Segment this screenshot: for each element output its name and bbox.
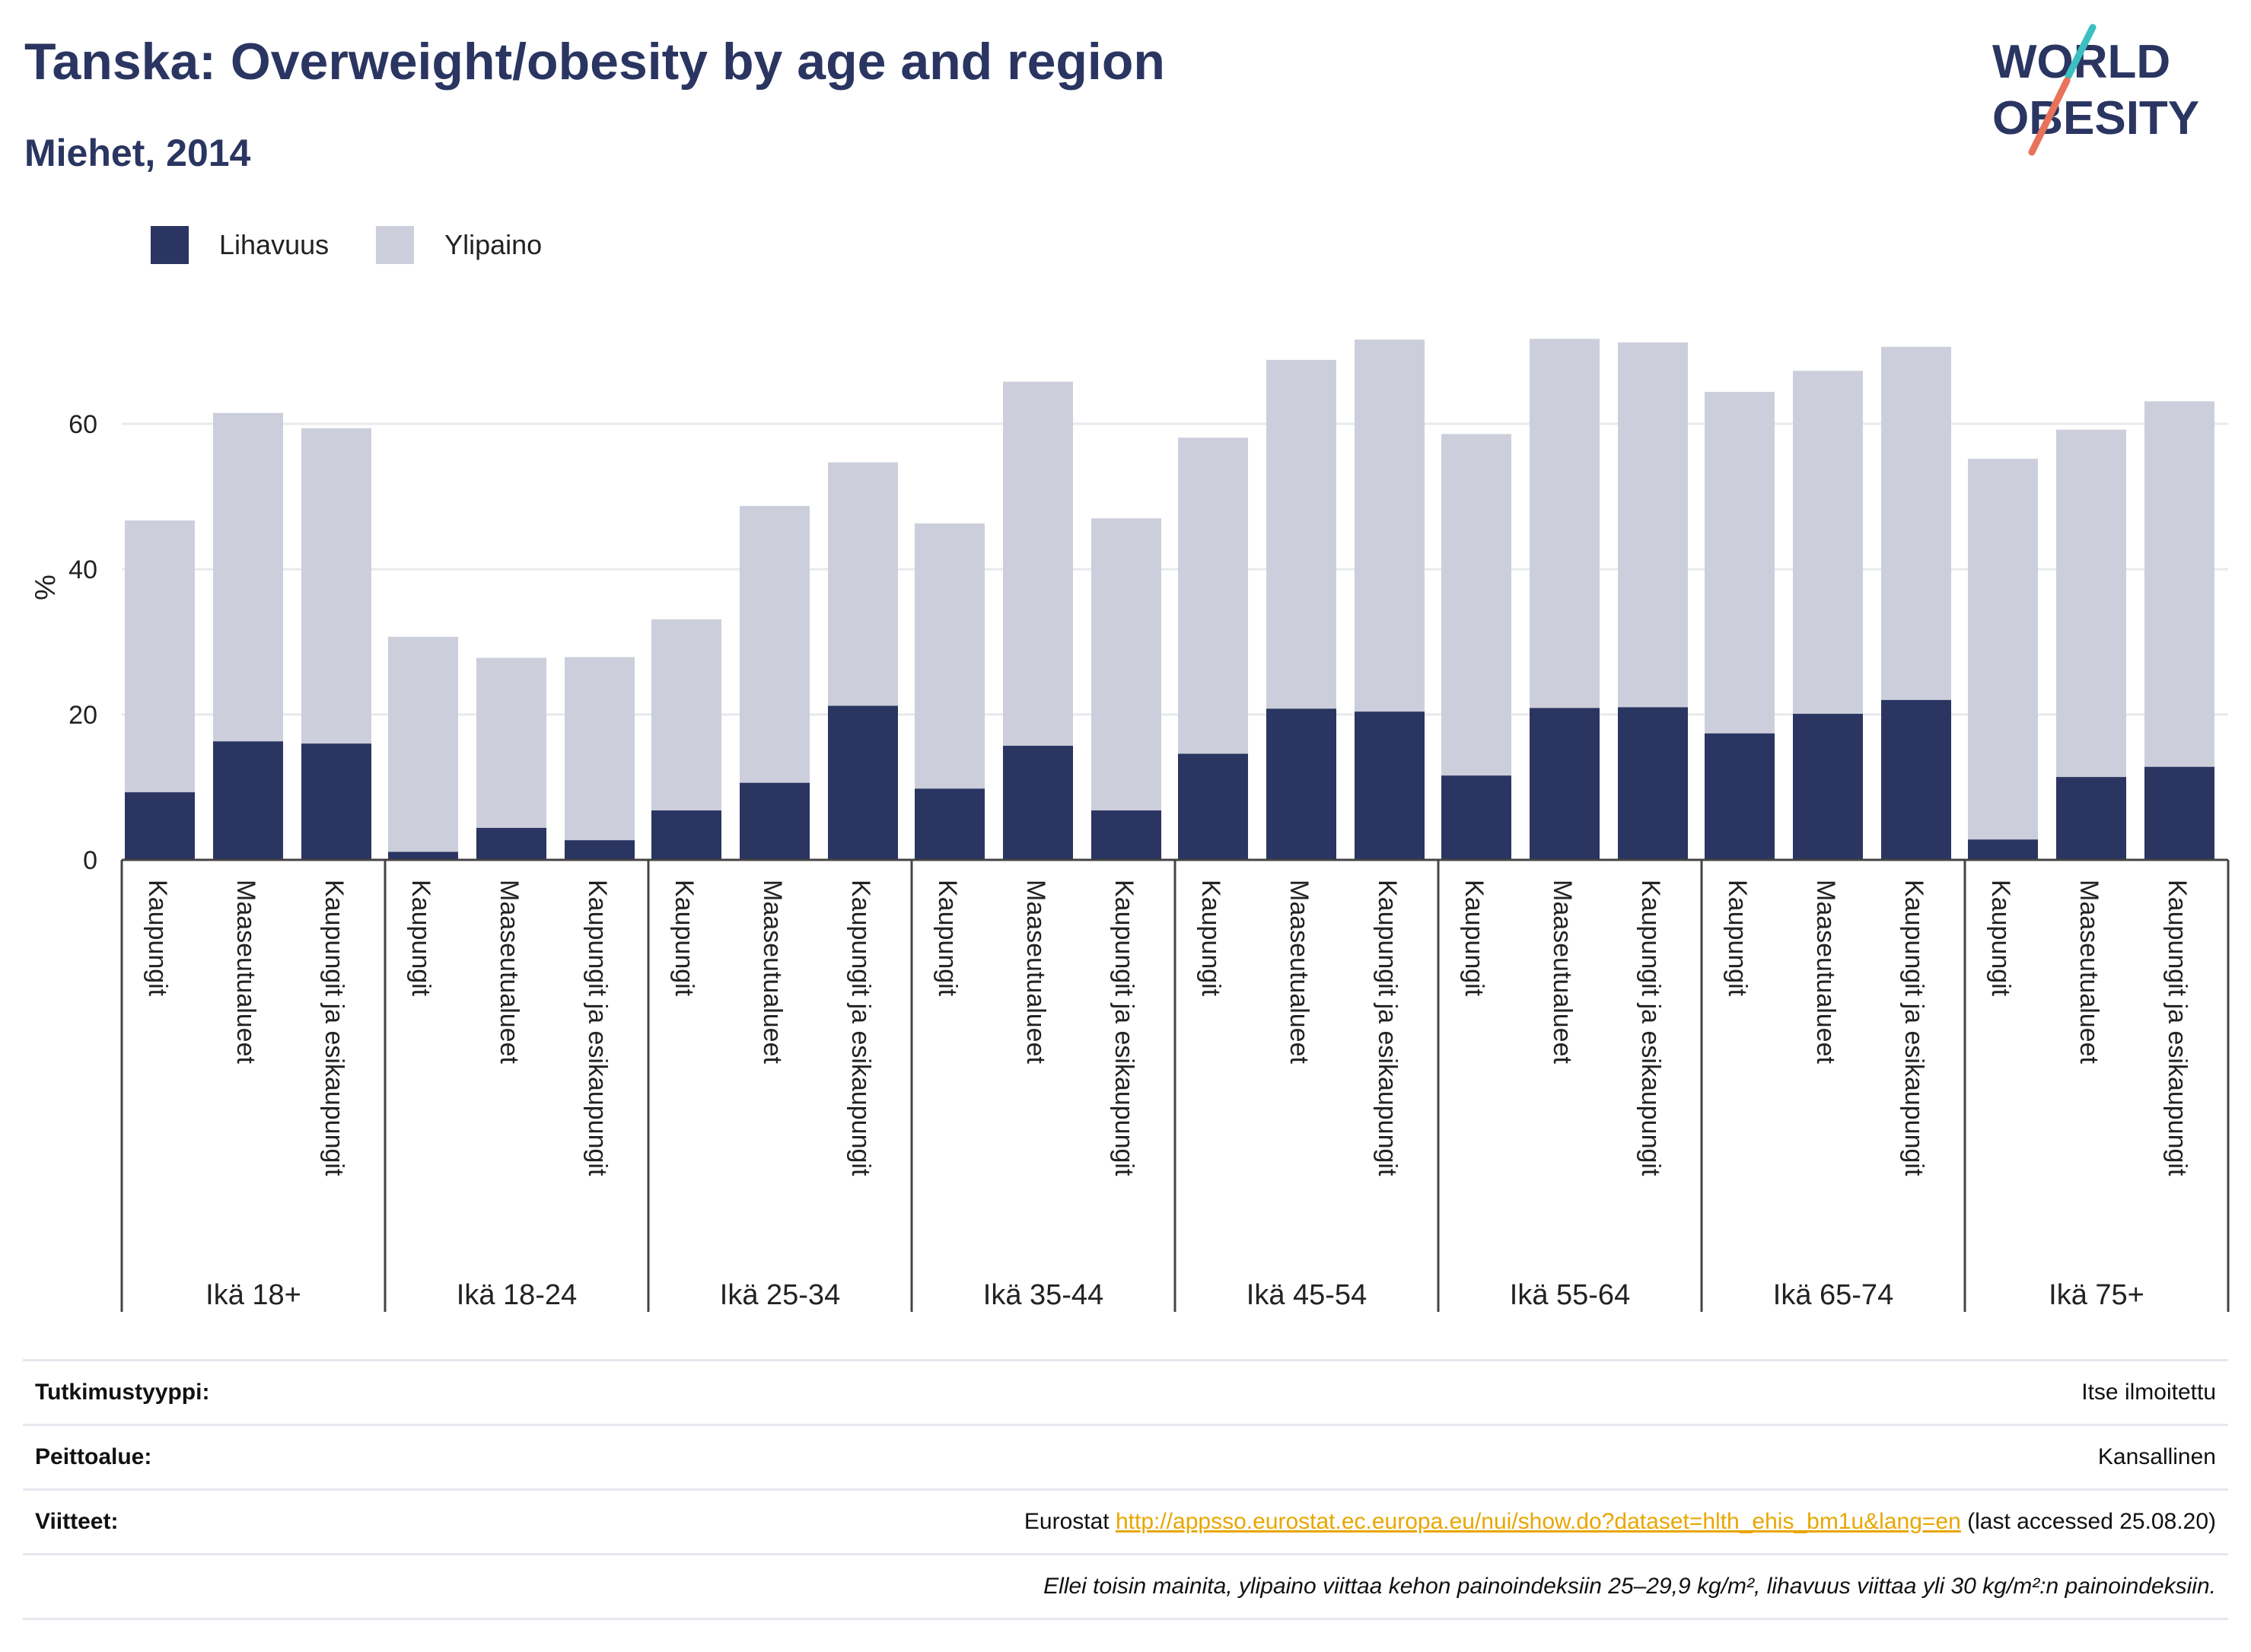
y-tick-label: 60 bbox=[68, 410, 97, 439]
bar-lihavuus bbox=[565, 840, 635, 860]
references-suffix: (last accessed 25.08.20) bbox=[1967, 1509, 2216, 1534]
x-category-label: Kaupungit bbox=[143, 880, 172, 997]
legend-label-lihavuus: Lihavuus bbox=[219, 229, 330, 260]
bar-lihavuus bbox=[476, 827, 546, 860]
bar-lihavuus bbox=[651, 810, 721, 860]
bar-lihavuus bbox=[125, 792, 195, 860]
bar-lihavuus bbox=[388, 851, 458, 860]
references-value: Eurostat http://appsso.eurostat.ec.europ… bbox=[1024, 1509, 2228, 1535]
bar-lihavuus bbox=[1793, 714, 1863, 860]
logo-slash-coral bbox=[2028, 77, 2071, 156]
info-row-references: Viitteet: Eurostat http://appsso.eurosta… bbox=[23, 1488, 2228, 1553]
x-group-label: Ikä 25-34 bbox=[720, 1279, 840, 1311]
legend-item-lihavuus[interactable]: Lihavuus bbox=[151, 226, 329, 264]
legend-swatch-lihavuus bbox=[151, 226, 189, 264]
bar-lihavuus bbox=[1618, 707, 1688, 860]
x-group-label: Ikä 55-64 bbox=[1510, 1279, 1630, 1311]
x-category-label: Maaseutualueet bbox=[1548, 880, 1577, 1065]
x-category-label: Kaupungit bbox=[670, 880, 699, 997]
bar-lihavuus bbox=[740, 782, 810, 860]
x-group-label: Ikä 18+ bbox=[205, 1279, 301, 1311]
x-category-label: Kaupungit bbox=[1986, 880, 2015, 997]
x-group-label: Ikä 75+ bbox=[2049, 1279, 2144, 1311]
bar-lihavuus bbox=[1441, 775, 1511, 860]
x-category-label: Kaupungit bbox=[933, 880, 962, 997]
bar-ylipaino bbox=[476, 657, 546, 860]
bar-ylipaino bbox=[1091, 518, 1161, 860]
coverage-value: Kansallinen bbox=[2097, 1444, 2216, 1469]
y-tick-label: 0 bbox=[83, 846, 97, 875]
bar-lihavuus bbox=[828, 705, 898, 860]
info-table: Tutkimustyyppi: Itse ilmoitettu Peittoal… bbox=[23, 1359, 2228, 1620]
bar-lihavuus bbox=[2056, 777, 2126, 860]
x-category-label: Maaseutualueet bbox=[495, 880, 524, 1065]
x-category-label: Kaupungit ja esikaupungit bbox=[320, 880, 349, 1176]
x-category-label: Maaseutualueet bbox=[1285, 880, 1313, 1065]
x-group-label: Ikä 65-74 bbox=[1773, 1279, 1893, 1311]
bar-lihavuus bbox=[1968, 839, 2038, 860]
x-category-label: Kaupungit ja esikaupungit bbox=[1636, 880, 1665, 1176]
x-category-label: Kaupungit bbox=[1460, 880, 1488, 997]
y-axis-label: % bbox=[30, 575, 62, 600]
bar-ylipaino bbox=[1968, 458, 2038, 860]
x-category-label: Maaseutualueet bbox=[2074, 880, 2103, 1065]
bar-ylipaino bbox=[388, 636, 458, 860]
bar-chart: 0 20 40 60% Kaupungit Maaseutualueet Kaupungit… bbox=[30, 339, 2230, 1312]
x-category-label: Maaseutualueet bbox=[1811, 880, 1840, 1065]
x-category-label: Kaupungit bbox=[1723, 880, 1752, 997]
x-group-label: Ikä 45-54 bbox=[1246, 1279, 1367, 1311]
world-obesity-logo: WORLD OBESITY bbox=[1992, 24, 2199, 156]
chart-title: Tanska: Overweight/obesity by age and re… bbox=[24, 33, 1165, 91]
x-category-label: Kaupungit ja esikaupungit bbox=[1373, 880, 1402, 1176]
legend-swatch-ylipaino bbox=[376, 226, 415, 264]
bar-lihavuus bbox=[1355, 711, 1425, 860]
bar-lihavuus bbox=[2144, 766, 2214, 860]
y-tick-label: 20 bbox=[68, 701, 97, 730]
logo-text-obesity: OBESITY bbox=[1992, 92, 2199, 145]
info-row-coverage: Peittoalue: Kansallinen bbox=[23, 1424, 2228, 1488]
study-type-label: Tutkimustyyppi: bbox=[35, 1380, 210, 1405]
bar-lihavuus bbox=[301, 743, 371, 860]
y-tick-label: 40 bbox=[68, 555, 97, 584]
x-category-label: Kaupungit ja esikaupungit bbox=[846, 880, 875, 1176]
chart-subtitle: Miehet, 2014 bbox=[24, 132, 251, 174]
bar-lihavuus bbox=[1530, 708, 1600, 860]
x-category-label: Kaupungit ja esikaupungit bbox=[1899, 880, 1928, 1176]
x-category-label: Kaupungit ja esikaupungit bbox=[2163, 880, 2192, 1176]
x-category-label: Maaseutualueet bbox=[231, 880, 260, 1065]
study-type-value: Itse ilmoitettu bbox=[2081, 1380, 2216, 1405]
legend-item-ylipaino[interactable]: Ylipaino bbox=[376, 226, 542, 264]
bar-lihavuus bbox=[1003, 746, 1073, 860]
x-category-label: Kaupungit bbox=[1196, 880, 1225, 997]
bar-lihavuus bbox=[1881, 699, 1951, 860]
bar-lihavuus bbox=[915, 788, 985, 860]
legend-label-ylipaino: Ylipaino bbox=[444, 229, 543, 260]
x-category-label: Kaupungit bbox=[406, 880, 435, 997]
x-group-label: Ikä 18-24 bbox=[457, 1279, 577, 1311]
definition-note: Ellei toisin mainita, ylipaino viittaa k… bbox=[1043, 1574, 2216, 1599]
references-prefix: Eurostat bbox=[1024, 1509, 1110, 1534]
references-label: Viitteet: bbox=[35, 1509, 119, 1534]
x-category-label: Maaseutualueet bbox=[1021, 880, 1050, 1065]
x-group-label: Ikä 35-44 bbox=[983, 1279, 1103, 1311]
bar-lihavuus bbox=[1178, 753, 1248, 860]
x-category-label: Kaupungit ja esikaupungit bbox=[583, 880, 612, 1176]
bar-lihavuus bbox=[1705, 733, 1775, 860]
bar-ylipaino bbox=[565, 657, 635, 860]
info-row-study-type: Tutkimustyyppi: Itse ilmoitettu bbox=[23, 1359, 2228, 1424]
legend: Lihavuus Ylipaino bbox=[151, 225, 589, 265]
x-category-label: Kaupungit ja esikaupungit bbox=[1110, 880, 1138, 1176]
info-row-note: Ellei toisin mainita, ylipaino viittaa k… bbox=[23, 1553, 2228, 1620]
x-category-label: Maaseutualueet bbox=[758, 880, 787, 1065]
references-link[interactable]: http://appsso.eurostat.ec.europa.eu/nui/… bbox=[1115, 1509, 1961, 1534]
bar-lihavuus bbox=[213, 741, 283, 860]
logo-slash-teal bbox=[2065, 24, 2097, 80]
coverage-label: Peittoalue: bbox=[35, 1444, 152, 1469]
bar-lihavuus bbox=[1266, 708, 1336, 860]
bar-lihavuus bbox=[1091, 810, 1161, 860]
